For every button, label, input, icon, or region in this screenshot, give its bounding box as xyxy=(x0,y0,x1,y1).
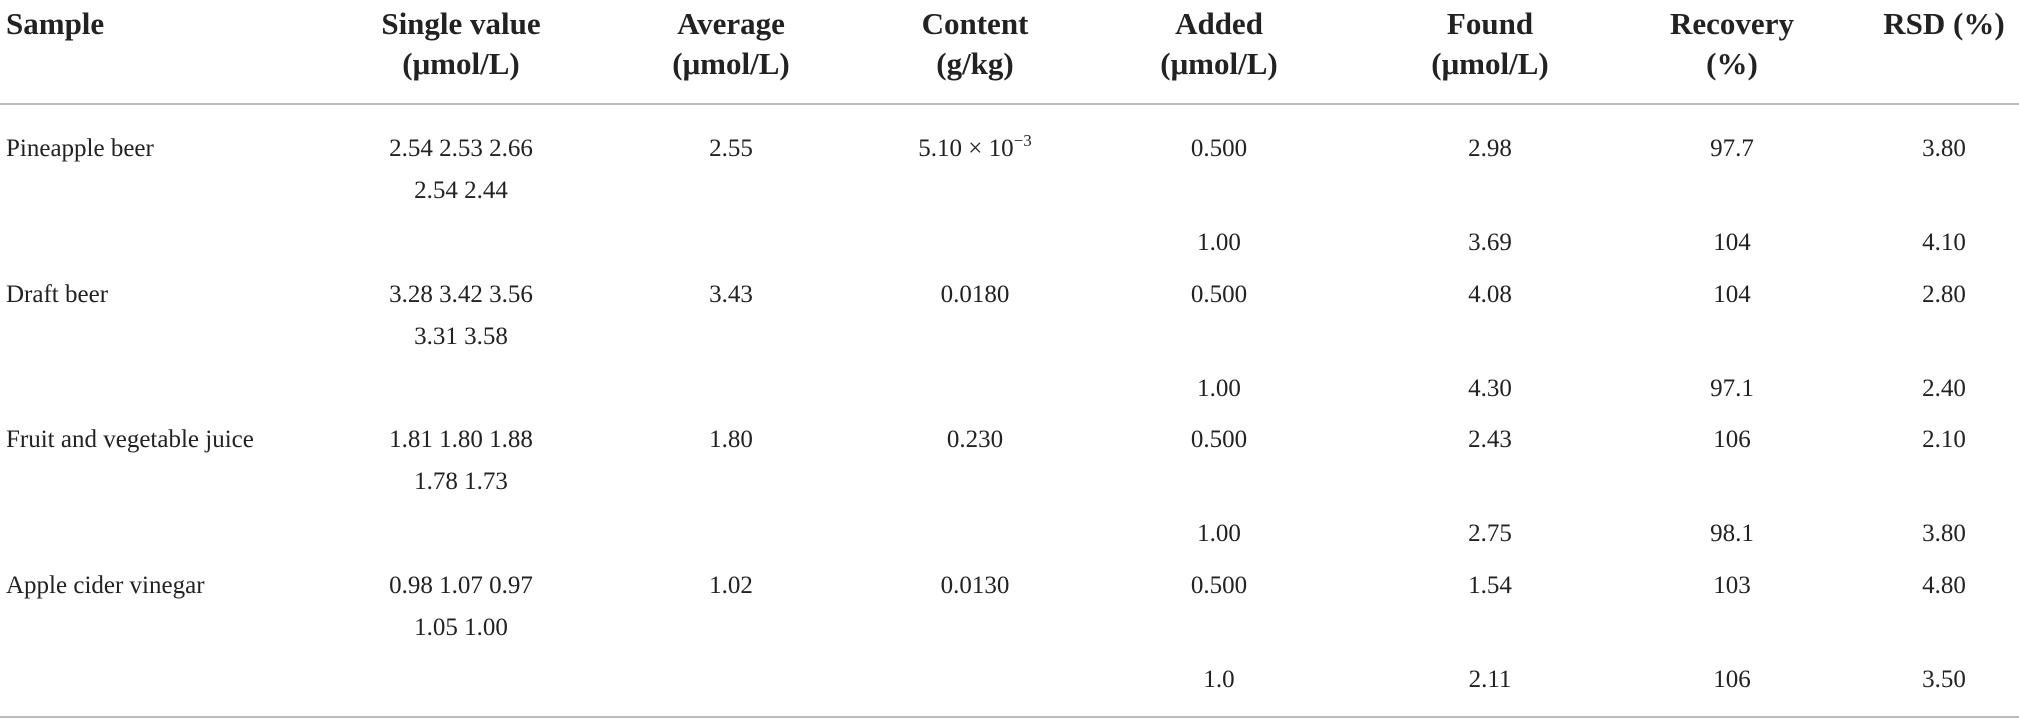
added-cell: 1.0 xyxy=(1203,665,1235,693)
average: 3.43 xyxy=(709,280,753,308)
found-cell: 1.54 xyxy=(1468,571,1512,599)
single-value: 0.98 1.07 0.97 xyxy=(389,571,533,599)
single-value: 2.54 2.44 xyxy=(414,177,508,204)
average: 1.02 xyxy=(709,571,753,599)
average: 1.80 xyxy=(709,426,753,453)
sample-name: Fruit and vegetable juice xyxy=(6,426,254,453)
header-rule xyxy=(0,103,2019,105)
content: 0.0130 xyxy=(940,571,1010,599)
found-cell: 3.69 xyxy=(1468,229,1512,256)
header-cell: (%) xyxy=(1706,46,1758,81)
added-cell: 0.500 xyxy=(1190,571,1248,599)
recovery-cell: 98.1 xyxy=(1710,520,1754,547)
added-cell: 1.00 xyxy=(1197,520,1241,547)
sample-name: Apple cider vinegar xyxy=(6,571,205,599)
added-cell: 0.500 xyxy=(1190,280,1248,308)
header-cell: Content xyxy=(921,6,1029,41)
header-cell: (μmol/L) xyxy=(1160,46,1278,81)
recovery-cell: 106 xyxy=(1713,665,1751,693)
bottom-rule xyxy=(0,716,2019,718)
rsd-cell: 4.80 xyxy=(1922,571,1966,599)
recovery-cell: 103 xyxy=(1713,571,1751,599)
found-cell: 4.08 xyxy=(1468,280,1512,308)
found-cell: 2.11 xyxy=(1468,665,1512,693)
found-cell: 2.98 xyxy=(1468,135,1512,162)
sample-name: Pineapple beer xyxy=(6,135,154,162)
header-cell: Found xyxy=(1446,6,1534,41)
header-cell: Sample xyxy=(6,6,105,41)
single-value: 1.81 1.80 1.88 xyxy=(389,426,533,453)
found-cell: 2.75 xyxy=(1468,520,1512,547)
header-cell: Average xyxy=(677,6,785,41)
rsd-cell: 3.50 xyxy=(1922,665,1966,693)
single-value: 3.31 3.58 xyxy=(414,322,508,350)
content: 5.10 × 10−3 xyxy=(918,131,1032,162)
rsd-cell: 3.80 xyxy=(1922,135,1966,162)
rsd-cell: 3.80 xyxy=(1922,520,1966,547)
header-cell: Recovery xyxy=(1670,6,1794,41)
header-cell: (g/kg) xyxy=(936,46,1014,81)
header-cell: (μmol/L) xyxy=(672,46,790,81)
sample-name: Draft beer xyxy=(6,280,109,308)
added-cell: 0.500 xyxy=(1190,135,1248,162)
content: 0.230 xyxy=(946,426,1004,453)
header-cell: (μmol/L) xyxy=(1431,46,1549,81)
found-cell: 2.43 xyxy=(1468,426,1512,453)
recovery-cell: 97.1 xyxy=(1710,374,1754,402)
single-value: 3.28 3.42 3.56 xyxy=(389,280,533,308)
rsd-cell: 2.10 xyxy=(1922,426,1966,453)
recovery-cell: 104 xyxy=(1713,280,1751,308)
recovery-cell: 97.7 xyxy=(1710,135,1754,162)
recovery-cell: 104 xyxy=(1713,229,1751,256)
rsd-cell: 4.10 xyxy=(1922,229,1966,256)
rsd-cell: 2.40 xyxy=(1922,374,1966,402)
header-cell: Added xyxy=(1175,6,1263,41)
added-cell: 1.00 xyxy=(1197,374,1241,402)
average: 2.55 xyxy=(709,135,753,162)
single-value: 2.54 2.53 2.66 xyxy=(389,135,533,162)
header-cell: Single value xyxy=(381,6,541,41)
header-cell: (μmol/L) xyxy=(402,46,520,81)
added-cell: 0.500 xyxy=(1190,426,1248,453)
header-cell: RSD (%) xyxy=(1883,6,2005,41)
content-exponent: −3 xyxy=(1013,131,1032,150)
added-cell: 1.00 xyxy=(1197,229,1241,256)
content: 0.0180 xyxy=(940,280,1010,308)
found-cell: 4.30 xyxy=(1468,374,1512,402)
single-value: 1.05 1.00 xyxy=(414,613,508,641)
recovery-cell: 106 xyxy=(1713,426,1751,453)
single-value: 1.78 1.73 xyxy=(414,468,508,495)
rsd-cell: 2.80 xyxy=(1922,280,1966,308)
